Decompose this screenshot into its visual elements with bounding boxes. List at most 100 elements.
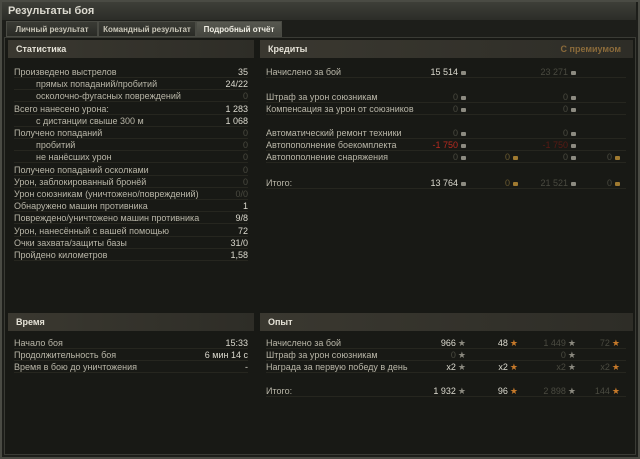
stat-label: пробитий [36, 140, 76, 151]
experience-amount: 1 449 [543, 338, 566, 348]
stat-label: Повреждено/уничтожено машин противника [14, 213, 200, 224]
experience-amount: 1 932 [433, 386, 456, 396]
credit-coin-icon [461, 70, 466, 75]
credits-value-col1: 0 [453, 151, 466, 163]
stat-value: 0 [242, 91, 248, 102]
stat-row: Получено попаданий осколками 0 [14, 164, 248, 176]
credits-row: Начислено за бой 15 514 23 271 [266, 66, 626, 78]
stat-label: Очки захвата/защиты базы [14, 237, 127, 248]
credits-value-col3: 0 [563, 151, 576, 163]
experience-value-col1: x2 ★ [446, 361, 466, 373]
stat-label: осколочно-фугасных повреждений [36, 91, 181, 102]
experience-label: Итого: [266, 386, 293, 396]
time-row: Продолжительность боя 6 мин 14 с [14, 349, 248, 362]
time-label: Начало боя [14, 338, 63, 348]
experience-value-col1: 1 932 ★ [433, 385, 466, 397]
stat-value: 0/0 [235, 189, 248, 199]
experience-row: Награда за первую победу в день x2 ★ x2 ★ x2 ★… [266, 361, 626, 373]
stat-label: Получено попаданий осколками [14, 164, 149, 175]
stat-label: Получено попаданий [14, 128, 103, 138]
credits-value-col3: 0 [563, 91, 576, 103]
stat-row: Очки захвата/защиты базы 31/0 [14, 237, 248, 249]
experience-value-col2: x2 ★ [498, 361, 518, 373]
tab-detailed[interactable]: Подробный отчёт [196, 21, 282, 37]
tab-team[interactable]: Командный результат [98, 21, 196, 37]
credits-row: Компенсация за урон от союзников 0 0 [266, 103, 626, 115]
stat-row: не нанёсших урон 0 [14, 151, 248, 164]
credits-value-col4: 0 [607, 177, 620, 189]
stat-value: 1 068 [225, 115, 248, 126]
credits-label: Штраф за урон союзникам [266, 92, 378, 102]
stat-value: 24/22 [225, 79, 248, 90]
stats-panel: Статистика Произведено выстрелов 35 прямых… [8, 40, 254, 306]
credit-coin-icon [461, 131, 466, 136]
free-xp-star-icon: ★ [611, 362, 620, 372]
xp-star-icon: ★ [567, 386, 576, 396]
stat-label: Урон, заблокированный бронёй [14, 176, 147, 187]
stat-value: 0 [242, 164, 248, 175]
experience-amount: x2 [446, 362, 456, 372]
stat-value: 35 [237, 67, 248, 77]
credits-label: Автопополнение боекомплекта [266, 140, 397, 150]
stat-row: Обнаружено машин противника 1 [14, 200, 248, 213]
credits-value-col1: 0 [453, 91, 466, 103]
xp-star-icon: ★ [457, 350, 466, 360]
credits-amount: 0 [452, 128, 458, 138]
credit-coin-icon [571, 131, 576, 136]
credits-amount: 23 271 [540, 67, 568, 77]
experience-panel: Опыт Начислено за бой 966 ★ 48 ★ 1 449 ★ 72 ★ Штр… [260, 313, 633, 451]
credits-label: Автопополнение снаряжения [266, 152, 389, 162]
credits-value-col1: 0 [453, 127, 466, 139]
experience-amount: x2 [498, 362, 508, 372]
credits-row: Автопополнение боекомплекта -1 750 -1 750 [266, 139, 626, 151]
stat-label: Всего нанесено урона: [14, 103, 109, 114]
credits-row: Автопополнение снаряжения 0 0 0 0 [266, 151, 626, 163]
gold-coin-icon [513, 181, 518, 186]
credits-value-col3: -1 750 [542, 139, 576, 151]
credits-label: Начислено за бой [266, 67, 342, 77]
credit-coin-icon [461, 95, 466, 100]
window-title: Результаты боя [2, 2, 636, 20]
experience-value-col3: x2 ★ [556, 361, 576, 373]
credit-coin-icon [461, 107, 466, 112]
credits-amount: 0 [452, 152, 458, 162]
credits-value-col3: 0 [563, 103, 576, 115]
stat-value: 72 [237, 225, 248, 236]
stat-label: Урон, нанесённый с вашей помощью [14, 225, 170, 236]
credits-amount: 0 [562, 128, 568, 138]
stat-row: осколочно-фугасных повреждений 0 [14, 90, 248, 103]
experience-value-col2: 48 ★ [498, 337, 518, 349]
credits-amount: 0 [606, 178, 612, 188]
premium-label: С премиумом [560, 44, 621, 54]
stat-row: Произведено выстрелов 35 [14, 66, 248, 78]
experience-value-col3: 0 ★ [561, 349, 576, 361]
time-value: 6 мин 14 с [204, 350, 248, 361]
stat-row: Пройдено километров 1,58 [14, 249, 248, 261]
credits-value-col1: -1 750 [432, 139, 466, 151]
free-xp-star-icon: ★ [509, 386, 518, 396]
credits-row: Автоматический ремонт техники 0 0 [266, 127, 626, 139]
credits-value-col1: 15 514 [430, 66, 466, 78]
free-xp-star-icon: ★ [509, 362, 518, 372]
tab-personal[interactable]: Личный результат [6, 21, 98, 37]
credits-value-col3: 21 521 [540, 177, 576, 189]
stat-label: Урон союзникам (уничтожено/повреждений) [14, 189, 199, 199]
credits-panel: Кредиты С премиумом Начислено за бой 15 51… [260, 40, 633, 306]
experience-value-col3: 1 449 ★ [543, 337, 576, 349]
experience-label: Штраф за урон союзникам [266, 350, 378, 360]
free-xp-star-icon: ★ [509, 338, 518, 348]
stat-value: 0 [242, 140, 248, 151]
stat-label: с дистанции свыше 300 м [36, 115, 144, 126]
free-xp-star-icon: ★ [611, 386, 620, 396]
credit-coin-icon [571, 70, 576, 75]
credit-coin-icon [461, 181, 466, 186]
stat-label: Обнаружено машин противника [14, 201, 148, 212]
stat-value: 0 [242, 176, 248, 187]
experience-amount: 48 [497, 338, 508, 348]
credit-coin-icon [571, 95, 576, 100]
credit-coin-icon [571, 155, 576, 160]
time-header: Время [8, 313, 254, 331]
stat-label: Произведено выстрелов [14, 67, 117, 77]
experience-row: Штраф за урон союзникам 0 ★ 0 ★ [266, 349, 626, 361]
experience-value-col1: 0 ★ [451, 349, 466, 361]
